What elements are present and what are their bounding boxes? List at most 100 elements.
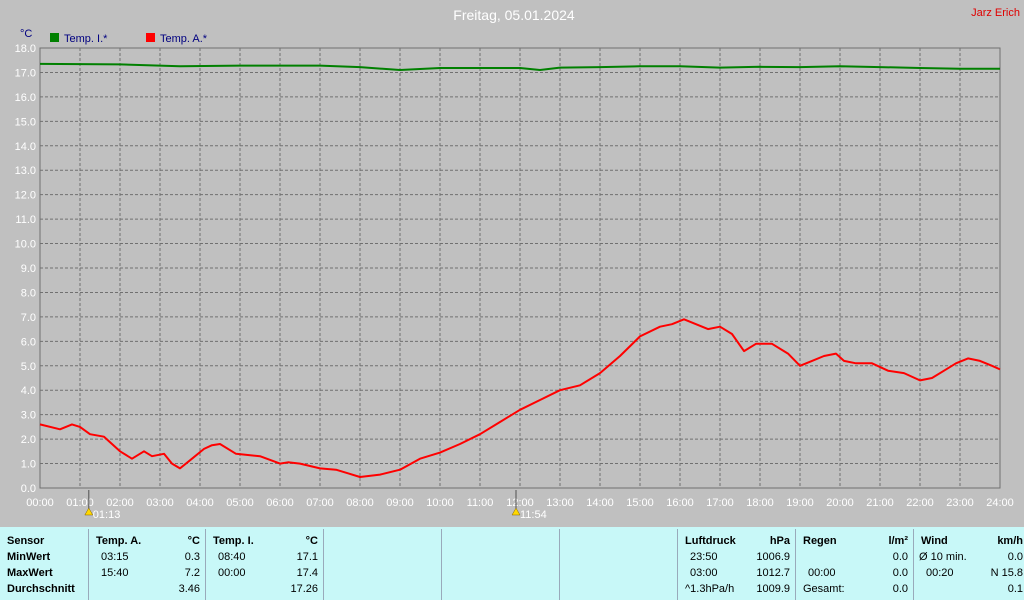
stats-col-empty-1 <box>323 529 442 600</box>
x-tick-label: 05:00 <box>226 497 254 509</box>
stats-wind-header: Wind <box>921 535 948 547</box>
x-tick-label: 01:00 <box>66 497 94 509</box>
stats-luftdruck-unit: hPa <box>769 535 790 547</box>
y-tick-label: 16.0 <box>15 92 36 104</box>
y-tick-label: 10.0 <box>15 239 36 251</box>
stats-row-label-min: MinWert <box>7 551 51 563</box>
x-tick-label: 07:00 <box>306 497 334 509</box>
stats-col-empty-3 <box>559 529 678 600</box>
stats-col-luftdruck: Luftdruck hPa 23:50 03:00 ^1.3hPa/h 1006… <box>677 529 796 600</box>
series <box>39 62 1001 478</box>
stats-wind-mean-value: 0.1 <box>1007 583 1023 595</box>
stats-regen-unit: l/m² <box>888 535 908 547</box>
stats-regen-min-value: 0.0 <box>892 551 908 563</box>
stats-luftdruck-trend: ^1.3hPa/h <box>685 583 735 595</box>
stats-temp-i-header: Temp. I. <box>213 535 254 547</box>
stats-temp-i-max-time: 00:00 <box>218 567 246 579</box>
sun-marker-label: 11:54 <box>520 509 547 521</box>
y-tick-label: 9.0 <box>21 263 36 275</box>
stats-wind-max-value: N 15.8 <box>990 567 1023 579</box>
stats-temp-a-max-time: 15:40 <box>101 567 129 579</box>
stats-row-label-max: MaxWert <box>7 567 53 579</box>
x-tick-label: 14:00 <box>586 497 614 509</box>
y-tick-label: 0.0 <box>21 483 36 495</box>
y-tick-label: 15.0 <box>15 116 36 128</box>
stats-luftdruck-min-time: 23:50 <box>690 551 718 563</box>
legend-label-inside: Temp. I.* <box>64 33 108 45</box>
series-line-outside-temp <box>39 318 1001 478</box>
x-tick-label: 23:00 <box>946 497 974 509</box>
sun-icon <box>511 507 521 516</box>
stats-wind-unit: km/h <box>997 535 1023 547</box>
x-tick-label: 16:00 <box>666 497 694 509</box>
axis-ticks: 0.0 1.0 2.0 3.0 4.0 5.0 6.0 7.0 8.0 9.0 10.0 11.0 12… <box>15 43 1014 509</box>
x-tick-label: 12:00 <box>506 497 534 509</box>
y-tick-label: 17.0 <box>15 67 36 79</box>
stats-luftdruck-header: Luftdruck <box>685 535 736 547</box>
stats-luftdruck-max-value: 1012.7 <box>756 567 790 579</box>
chart: Freitag, 05.01.2024 Jarz Erich °C Temp. … <box>15 7 1020 521</box>
stats-temp-a-min-time: 03:15 <box>101 551 129 563</box>
x-tick-label: 04:00 <box>186 497 214 509</box>
sun-marker-label: 01:13 <box>93 509 121 521</box>
stats-regen-header: Regen <box>803 535 837 547</box>
x-tick-label: 02:00 <box>106 497 134 509</box>
x-tick-label: 24:00 <box>986 497 1014 509</box>
stats-temp-i-min-time: 08:40 <box>218 551 246 563</box>
x-tick-label: 13:00 <box>546 497 574 509</box>
statistics-panel: Sensor MinWert MaxWert Durchschnitt Temp… <box>0 527 1024 600</box>
stats-wind-avg-label: Ø 10 min. <box>919 551 967 563</box>
stats-row-label-avg: Durchschnitt <box>7 583 75 595</box>
stats-luftdruck-min-value: 1006.9 <box>756 551 790 563</box>
x-tick-label: 20:00 <box>826 497 854 509</box>
stats-col-temp-a: Temp. A. °C 03:15 15:40 0.3 7.2 3.46 <box>88 529 206 600</box>
y-tick-label: 13.0 <box>15 165 36 177</box>
author-label: Jarz Erich <box>971 7 1020 19</box>
x-tick-label: 08:00 <box>346 497 374 509</box>
y-tick-label: 2.0 <box>21 434 36 446</box>
stats-col-empty-2 <box>441 529 560 600</box>
y-axis-unit: °C <box>20 28 32 40</box>
x-tick-label: 03:00 <box>146 497 174 509</box>
stats-regen-max-time: 00:00 <box>808 567 836 579</box>
x-tick-label: 22:00 <box>906 497 934 509</box>
stats-temp-i-unit: °C <box>305 535 318 547</box>
stats-wind-max-time: 00:20 <box>926 567 954 579</box>
x-tick-label: 06:00 <box>266 497 294 509</box>
series-line-inside-temp <box>39 62 1000 71</box>
stats-temp-i-max-value: 17.4 <box>296 567 318 579</box>
y-tick-label: 3.0 <box>21 410 36 422</box>
sun-icon <box>84 507 94 516</box>
stats-temp-a-max-value: 7.2 <box>184 567 200 579</box>
stats-temp-a-min-value: 0.3 <box>184 551 200 563</box>
y-tick-label: 6.0 <box>21 336 36 348</box>
legend-label-outside: Temp. A.* <box>160 33 208 45</box>
x-tick-label: 19:00 <box>786 497 814 509</box>
y-tick-label: 1.0 <box>21 459 36 471</box>
y-tick-label: 5.0 <box>21 361 36 373</box>
stats-luftdruck-max-time: 03:00 <box>690 567 718 579</box>
x-tick-label: 09:00 <box>386 497 414 509</box>
x-tick-label: 10:00 <box>426 497 454 509</box>
legend-swatch-inside <box>50 33 59 42</box>
stats-regen-total-label: Gesamt: <box>803 583 845 595</box>
grid <box>40 48 1000 488</box>
stats-col-sensor: Sensor MinWert MaxWert Durchschnitt <box>0 529 88 600</box>
stats-luftdruck-avg-value: 1009.9 <box>756 583 790 595</box>
y-tick-label: 7.0 <box>21 312 36 324</box>
x-tick-label: 11:00 <box>467 497 494 509</box>
y-tick-label: 12.0 <box>15 190 36 202</box>
stats-temp-a-header: Temp. A. <box>96 535 142 547</box>
stats-temp-i-min-value: 17.1 <box>296 551 318 563</box>
stats-col-wind: Wind km/h Ø 10 min. 00:20 0.0 N 15.8 0.1 <box>913 529 1024 600</box>
y-tick-label: 18.0 <box>15 43 36 55</box>
y-tick-label: 8.0 <box>21 287 36 299</box>
y-tick-label: 14.0 <box>15 141 36 153</box>
stats-regen-total-value: 0.0 <box>892 583 908 595</box>
stats-sensor-header: Sensor <box>7 535 45 547</box>
stats-regen-max-value: 0.0 <box>892 567 908 579</box>
x-tick-label: 00:00 <box>26 497 54 509</box>
stats-col-regen: Regen l/m² 00:00 Gesamt: 0.0 0.0 0.0 <box>795 529 914 600</box>
x-tick-label: 15:00 <box>626 497 654 509</box>
stats-temp-i-avg-value: 17.26 <box>290 583 318 595</box>
